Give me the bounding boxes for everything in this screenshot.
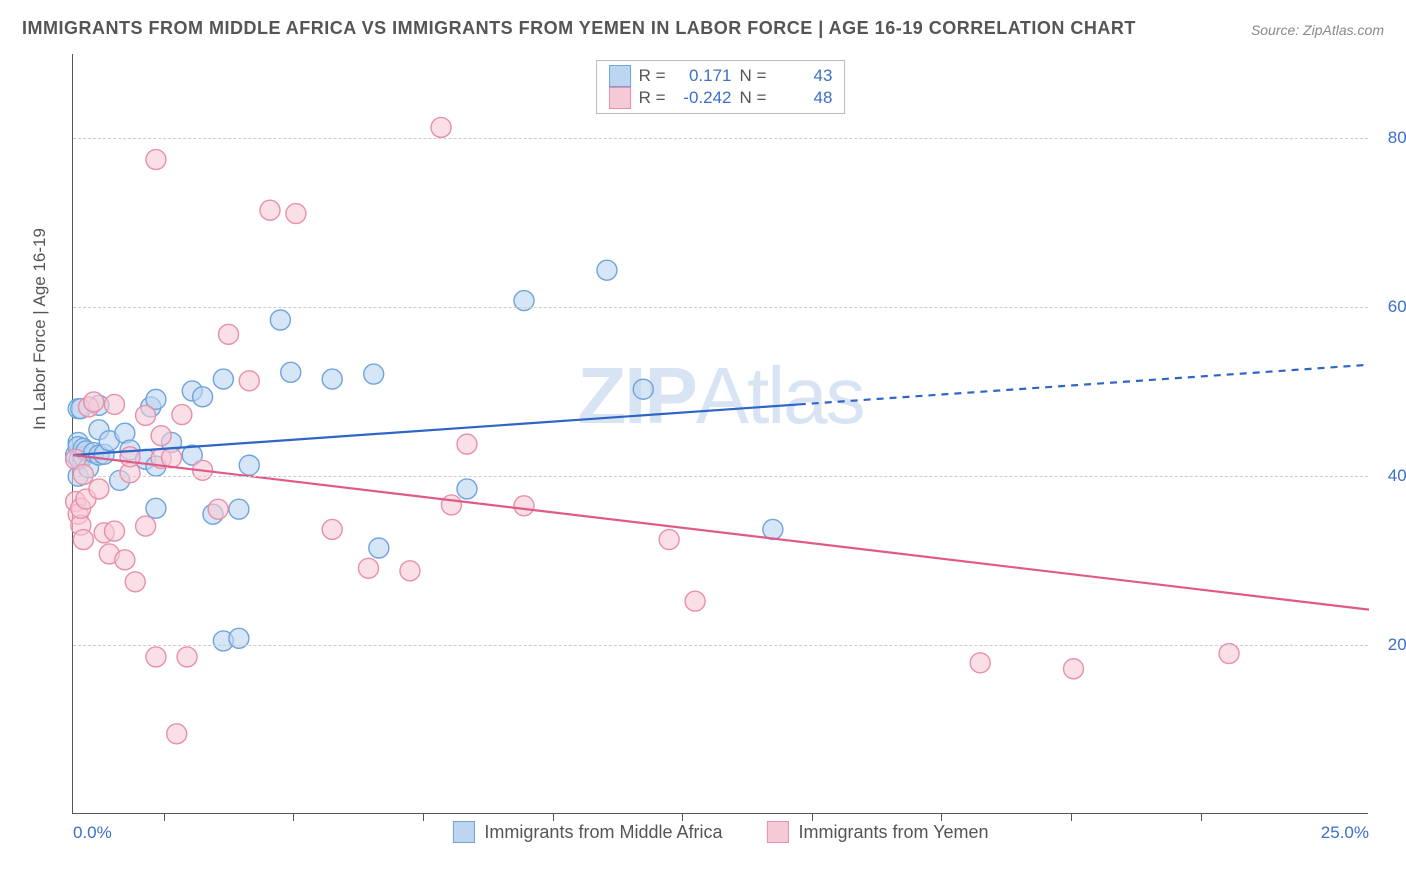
data-point: [457, 434, 477, 454]
data-point: [322, 369, 342, 389]
data-point: [73, 465, 93, 485]
data-point: [364, 364, 384, 384]
data-point: [431, 117, 451, 137]
x-tick-label: 0.0%: [73, 823, 112, 843]
data-point: [239, 455, 259, 475]
swatch-series-a: [609, 65, 631, 87]
r-label: R =: [639, 66, 666, 86]
data-point: [1219, 644, 1239, 664]
data-point: [167, 724, 187, 744]
n-label: N =: [740, 88, 767, 108]
swatch-series-a: [452, 821, 474, 843]
data-point: [146, 150, 166, 170]
series-a-name: Immigrants from Middle Africa: [484, 822, 722, 843]
data-point: [125, 572, 145, 592]
legend-row-series-a: R = 0.171 N = 43: [609, 65, 833, 87]
data-point: [260, 200, 280, 220]
r-label: R =: [639, 88, 666, 108]
data-point: [763, 519, 783, 539]
chart-plot-area: ZIPAtlas R = 0.171 N = 43 R = -0.242 N =…: [72, 54, 1368, 814]
data-point: [322, 519, 342, 539]
data-point: [177, 647, 197, 667]
data-point: [1064, 659, 1084, 679]
data-point: [115, 550, 135, 570]
series-legend: Immigrants from Middle Africa Immigrants…: [452, 821, 988, 843]
data-point: [281, 362, 301, 382]
n-value-a: 43: [774, 66, 832, 86]
data-point: [172, 405, 192, 425]
data-point: [441, 495, 461, 515]
data-point: [970, 653, 990, 673]
data-point: [369, 538, 389, 558]
data-point: [136, 405, 156, 425]
data-point: [239, 371, 259, 391]
y-tick-label: 20.0%: [1388, 635, 1406, 655]
n-label: N =: [740, 66, 767, 86]
scatter-plot-svg: [73, 54, 1368, 813]
series-b-name: Immigrants from Yemen: [798, 822, 988, 843]
data-point: [597, 260, 617, 280]
data-point: [151, 426, 171, 446]
r-value-b: -0.242: [674, 88, 732, 108]
data-point: [633, 379, 653, 399]
data-point: [89, 479, 109, 499]
legend-row-series-b: R = -0.242 N = 48: [609, 87, 833, 109]
data-point: [400, 561, 420, 581]
data-point: [208, 499, 228, 519]
data-point: [685, 591, 705, 611]
data-point: [514, 496, 534, 516]
correlation-legend: R = 0.171 N = 43 R = -0.242 N = 48: [596, 60, 846, 114]
y-tick-label: 60.0%: [1388, 297, 1406, 317]
data-point: [146, 647, 166, 667]
data-point: [213, 369, 233, 389]
swatch-series-b: [766, 821, 788, 843]
y-axis-label: In Labor Force | Age 16-19: [30, 228, 50, 430]
data-point: [659, 530, 679, 550]
y-tick-label: 80.0%: [1388, 128, 1406, 148]
data-point: [136, 516, 156, 536]
regression-line: [73, 455, 1369, 610]
data-point: [457, 479, 477, 499]
data-point: [146, 498, 166, 518]
legend-item-a: Immigrants from Middle Africa: [452, 821, 722, 843]
chart-title: IMMIGRANTS FROM MIDDLE AFRICA VS IMMIGRA…: [22, 18, 1136, 39]
data-point: [229, 499, 249, 519]
data-point: [286, 204, 306, 224]
data-point: [73, 530, 93, 550]
data-point: [193, 387, 213, 407]
data-point: [270, 310, 290, 330]
y-tick-label: 40.0%: [1388, 466, 1406, 486]
data-point: [219, 324, 239, 344]
swatch-series-b: [609, 87, 631, 109]
regression-line-extrapolated: [799, 365, 1369, 405]
x-tick-label: 25.0%: [1321, 823, 1369, 843]
data-point: [84, 392, 104, 412]
data-point: [104, 521, 124, 541]
legend-item-b: Immigrants from Yemen: [766, 821, 988, 843]
data-point: [161, 448, 181, 468]
source-attribution: Source: ZipAtlas.com: [1251, 22, 1384, 38]
r-value-a: 0.171: [674, 66, 732, 86]
data-point: [104, 394, 124, 414]
n-value-b: 48: [774, 88, 832, 108]
data-point: [358, 558, 378, 578]
